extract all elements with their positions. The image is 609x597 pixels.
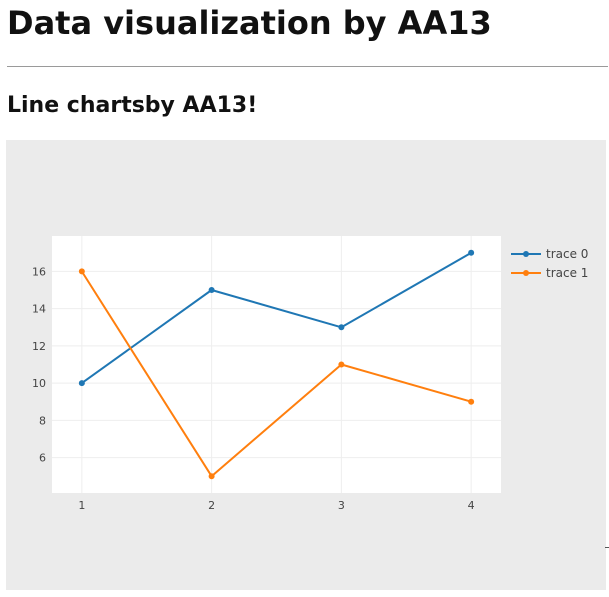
data-point[interactable]	[468, 398, 475, 405]
panel-edge-mark	[605, 547, 609, 548]
legend-item-0[interactable]: trace 0	[511, 247, 588, 261]
legend-marker	[523, 251, 529, 257]
y-tick-label: 6	[39, 452, 46, 465]
legend[interactable]: trace 0 trace 1	[511, 247, 588, 280]
series-lines[interactable]	[78, 249, 475, 480]
x-tick-label: 2	[208, 499, 215, 512]
data-point[interactable]	[78, 380, 85, 387]
legend-item-1[interactable]: trace 1	[511, 266, 588, 280]
x-tick-label: 1	[78, 499, 85, 512]
data-point[interactable]	[208, 473, 215, 480]
y-tick-label: 10	[32, 377, 46, 390]
legend-label: trace 0	[546, 247, 588, 261]
section-heading: Line chartsby AA13!	[7, 93, 258, 118]
series-line-1[interactable]	[80, 270, 472, 478]
legend-marker	[523, 270, 529, 276]
y-tick-label: 14	[32, 303, 46, 316]
data-point[interactable]	[338, 324, 345, 331]
data-point[interactable]	[468, 249, 475, 256]
page-title: Data visualization by AA13	[7, 4, 492, 42]
y-tick-label: 16	[32, 265, 46, 278]
y-tick-label: 8	[39, 414, 46, 427]
x-tick-label: 3	[338, 499, 345, 512]
x-tick-label: 4	[468, 499, 475, 512]
series-line-0[interactable]	[81, 251, 472, 384]
data-point[interactable]	[208, 287, 215, 294]
y-axis-ticks: 6 8 10 12 14 16	[32, 265, 46, 464]
data-point[interactable]	[338, 361, 345, 368]
legend-label: trace 1	[546, 266, 588, 280]
title-divider	[7, 66, 608, 67]
data-point[interactable]	[78, 268, 85, 275]
x-axis-ticks: 1 2 3 4	[78, 499, 474, 512]
y-tick-label: 12	[32, 340, 46, 353]
